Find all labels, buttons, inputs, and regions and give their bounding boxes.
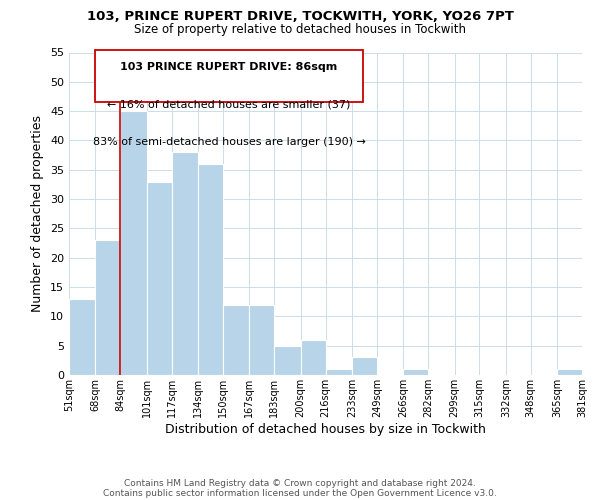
Bar (325, 369, 352, 375)
Bar (69, 299, 95, 375)
Bar (120, 111, 147, 375)
Bar (172, 152, 198, 375)
Bar (147, 182, 172, 375)
Text: ← 16% of detached houses are smaller (37): ← 16% of detached houses are smaller (37… (107, 100, 351, 110)
Bar (557, 369, 582, 375)
Y-axis label: Number of detached properties: Number of detached properties (31, 116, 44, 312)
Text: Contains public sector information licensed under the Open Government Licence v3: Contains public sector information licen… (103, 488, 497, 498)
Text: 103, PRINCE RUPERT DRIVE, TOCKWITH, YORK, YO26 7PT: 103, PRINCE RUPERT DRIVE, TOCKWITH, YORK… (86, 10, 514, 23)
Text: Size of property relative to detached houses in Tockwith: Size of property relative to detached ho… (134, 22, 466, 36)
Bar (95, 240, 120, 375)
Bar (223, 304, 250, 375)
X-axis label: Distribution of detached houses by size in Tockwith: Distribution of detached houses by size … (165, 422, 486, 436)
Bar (403, 369, 428, 375)
Text: 83% of semi-detached houses are larger (190) →: 83% of semi-detached houses are larger (… (92, 136, 365, 146)
Bar (274, 346, 301, 375)
Bar (250, 304, 274, 375)
Bar (301, 340, 325, 375)
Text: Contains HM Land Registry data © Crown copyright and database right 2024.: Contains HM Land Registry data © Crown c… (124, 478, 476, 488)
Bar (198, 164, 223, 375)
Text: 103 PRINCE RUPERT DRIVE: 86sqm: 103 PRINCE RUPERT DRIVE: 86sqm (121, 62, 338, 72)
Bar (352, 358, 377, 375)
FancyBboxPatch shape (95, 50, 363, 102)
